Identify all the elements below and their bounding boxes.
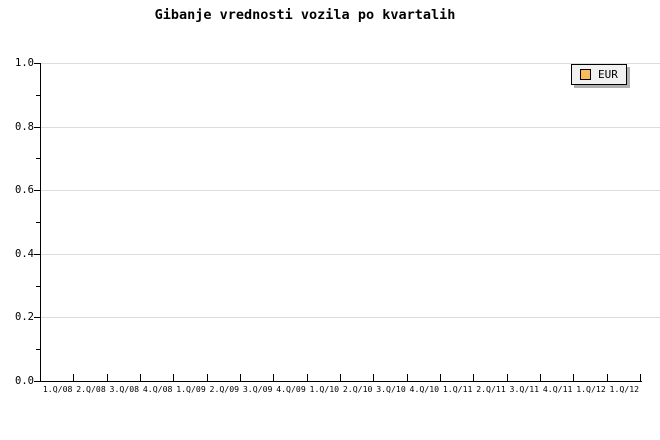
legend-swatch-eur-icon	[580, 69, 591, 80]
x-tick-label: 3.Q/08	[109, 384, 140, 394]
x-tick-label: 3.Q/11	[509, 384, 540, 394]
y-major-tick	[34, 254, 40, 255]
y-gridline	[41, 317, 660, 318]
x-tick	[640, 374, 641, 381]
x-tick	[607, 374, 608, 381]
x-tick	[173, 374, 174, 381]
y-major-tick	[34, 127, 40, 128]
y-minor-tick	[36, 286, 40, 287]
y-axis-line	[40, 63, 41, 382]
y-gridline	[41, 190, 660, 191]
y-major-tick	[34, 63, 40, 64]
chart-title: Gibanje vrednosti vozila po kvartalih	[154, 7, 456, 23]
y-gridline	[41, 127, 660, 128]
y-tick-label: 0.8	[15, 121, 34, 133]
x-tick-label: 1.Q/11	[442, 384, 473, 394]
x-tick-label: 1.Q/12	[609, 384, 640, 394]
x-tick	[373, 374, 374, 381]
y-tick-label: 0.6	[15, 184, 34, 196]
y-gridline	[41, 63, 660, 64]
y-minor-tick	[36, 349, 40, 350]
x-tick	[340, 374, 341, 381]
y-tick-label: 0.0	[15, 375, 34, 387]
y-tick-label: 1.0	[15, 57, 34, 69]
y-major-tick	[34, 317, 40, 318]
x-tick	[240, 374, 241, 381]
y-tick-label: 0.2	[15, 311, 34, 323]
y-minor-tick	[36, 95, 40, 96]
x-tick	[73, 374, 74, 381]
x-tick-label: 3.Q/10	[376, 384, 406, 394]
x-tick-label: 1.Q/08	[42, 384, 73, 394]
x-tick-label: 2.Q/08	[76, 384, 106, 394]
x-tick-label: 2.Q/09	[209, 384, 240, 394]
x-tick	[507, 374, 508, 381]
x-tick	[107, 374, 108, 381]
x-axis-line	[40, 381, 642, 382]
x-tick	[540, 374, 541, 381]
y-gridline	[41, 254, 660, 255]
y-major-tick	[34, 381, 40, 382]
x-tick	[407, 374, 408, 381]
x-tick	[473, 374, 474, 381]
x-tick	[573, 374, 574, 381]
x-tick	[440, 374, 441, 381]
x-tick-label: 4.Q/09	[276, 384, 306, 394]
x-tick	[307, 374, 308, 381]
y-major-tick	[34, 190, 40, 191]
y-minor-tick	[36, 222, 40, 223]
x-tick-label: 2.Q/10	[342, 384, 373, 394]
legend-label-eur: EUR	[598, 68, 618, 81]
x-tick-label: 4.Q/10	[409, 384, 440, 394]
y-tick-label: 0.4	[15, 248, 34, 260]
x-tick-label: 1.Q/09	[176, 384, 206, 394]
x-tick	[207, 374, 208, 381]
x-tick-label: 4.Q/11	[542, 384, 573, 394]
x-tick	[140, 374, 141, 381]
x-tick-label: 2.Q/11	[476, 384, 506, 394]
x-tick-label: 3.Q/09	[242, 384, 273, 394]
x-tick-label: 1.Q/10	[309, 384, 340, 394]
y-minor-tick	[36, 158, 40, 159]
x-tick	[273, 374, 274, 381]
x-tick-label: 1.Q/12	[576, 384, 606, 394]
x-tick-label: 4.Q/08	[142, 384, 173, 394]
legend: EUR	[571, 64, 627, 85]
